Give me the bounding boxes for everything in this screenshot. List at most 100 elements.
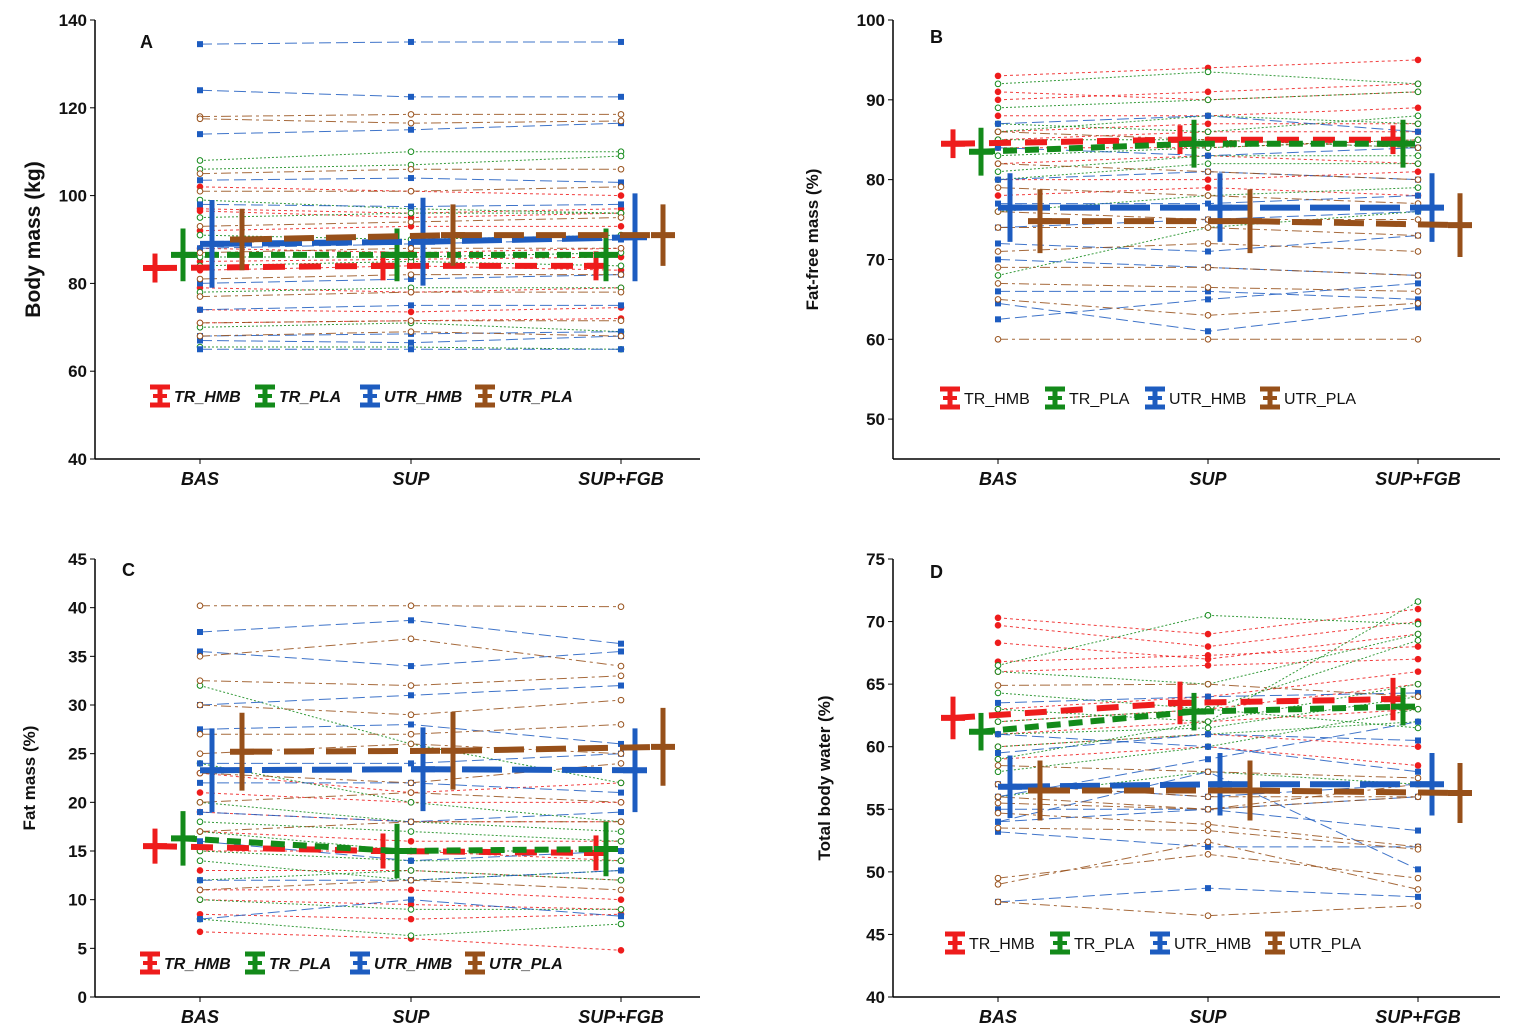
individual-point <box>994 152 1002 159</box>
mean-line-tr_pla <box>980 703 1404 735</box>
individual-point <box>1204 120 1212 128</box>
individual-point <box>1204 827 1212 834</box>
individual-point <box>617 603 625 610</box>
individual-point <box>408 339 414 346</box>
individual-point <box>618 682 624 689</box>
individual-line-tr_pla <box>997 614 1419 666</box>
y-tick-label: 20 <box>68 793 87 812</box>
individual-point <box>617 271 625 278</box>
legend-item-utr_pla: UTR_PLA <box>465 951 563 975</box>
individual-point <box>407 635 415 643</box>
individual-point <box>994 272 1002 279</box>
individual-point <box>994 96 1002 104</box>
individual-point <box>1204 851 1212 858</box>
individual-point <box>1414 160 1422 167</box>
individual-point <box>617 779 625 787</box>
individual-line-tr_pla <box>199 801 622 833</box>
individual-point <box>196 886 204 894</box>
individual-point <box>197 245 203 252</box>
legend-item-utr_hmb: UTR_HMB <box>350 951 452 975</box>
individual-point <box>618 346 624 353</box>
individual-point <box>196 896 204 903</box>
legend-item-utr_hmb: UTR_HMB <box>360 384 462 408</box>
panel-label: B <box>930 27 943 47</box>
individual-point <box>994 192 1002 199</box>
x-tick-label: SUP <box>1189 1007 1227 1027</box>
y-tick-label: 45 <box>68 550 87 569</box>
individual-point <box>1204 284 1212 291</box>
panel-c: 0 5 10 15 20 25 30 35 40 45 BAS SUP SUP+FGB Fat mass … <box>20 550 700 1027</box>
individual-point <box>617 760 625 767</box>
individual-point <box>1414 216 1422 223</box>
x-tick-label: BAS <box>181 469 219 489</box>
individual-point <box>407 828 415 835</box>
individual-point <box>408 896 414 903</box>
individual-point <box>1414 104 1422 112</box>
legend-label: TR_PLA <box>279 389 341 406</box>
y-tick-label: 35 <box>68 647 87 666</box>
individual-point <box>407 187 415 195</box>
individual-point <box>1414 637 1422 644</box>
y-tick-label: 5 <box>78 939 87 958</box>
individual-point <box>407 730 415 738</box>
individual-point <box>1204 160 1212 167</box>
individual-point <box>618 809 624 816</box>
y-axis-label: Fat-free mass (%) <box>803 169 822 311</box>
individual-point <box>197 779 203 786</box>
x-tick-label: SUP <box>392 1007 430 1027</box>
individual-point <box>617 117 625 125</box>
individual-point <box>1414 886 1422 893</box>
individual-point <box>1414 136 1422 144</box>
individual-point <box>197 916 203 923</box>
individual-point <box>995 316 1001 323</box>
individual-point <box>617 876 625 884</box>
legend-label: UTR_PLA <box>489 956 563 973</box>
individual-point <box>408 617 414 624</box>
individual-point <box>994 662 1002 669</box>
panel-label: C <box>122 560 135 580</box>
individual-point <box>994 224 1002 231</box>
individual-point <box>407 779 415 787</box>
individual-point <box>197 629 203 635</box>
individual-point <box>1414 56 1422 64</box>
y-tick-label: 100 <box>59 187 87 206</box>
individual-point <box>1414 724 1422 732</box>
individual-point <box>1205 731 1211 738</box>
x-tick-label: BAS <box>979 469 1017 489</box>
legend-label: TR_HMB <box>174 389 241 406</box>
individual-point <box>617 750 625 757</box>
individual-point <box>196 157 204 164</box>
individual-point <box>196 293 204 300</box>
y-tick-label: 70 <box>866 250 885 269</box>
individual-point <box>407 740 415 748</box>
individual-point <box>994 682 1002 689</box>
y-tick-label: 25 <box>68 745 87 764</box>
mean-line-tr_pla <box>980 140 1403 155</box>
legend-label: UTR_PLA <box>499 389 573 406</box>
x-tick-label: SUP+FGB <box>578 1007 664 1027</box>
individual-point <box>995 288 1001 295</box>
individual-point <box>1204 630 1212 638</box>
individual-point <box>408 276 414 283</box>
legend-item-tr_hmb: TR_HMB <box>140 951 231 975</box>
individual-point <box>1414 680 1422 688</box>
individual-point <box>995 176 1001 183</box>
individual-point <box>407 218 415 226</box>
individual-point <box>618 913 624 920</box>
individual-point <box>995 144 1001 151</box>
individual-point <box>196 789 204 796</box>
legend-item-utr_pla: UTR_PLA <box>1260 386 1356 410</box>
individual-point <box>1204 718 1212 725</box>
y-tick-label: 15 <box>68 842 87 861</box>
individual-point <box>995 300 1001 307</box>
y-tick-label: 60 <box>866 330 885 349</box>
individual-point <box>1415 718 1421 725</box>
individual-point <box>1205 200 1211 207</box>
individual-point <box>1414 605 1422 613</box>
y-tick-label: 40 <box>866 988 885 1007</box>
individual-point <box>995 240 1001 247</box>
individual-point <box>1415 304 1421 311</box>
individual-point <box>994 824 1002 832</box>
individual-point <box>994 689 1002 697</box>
individual-point <box>196 701 204 709</box>
